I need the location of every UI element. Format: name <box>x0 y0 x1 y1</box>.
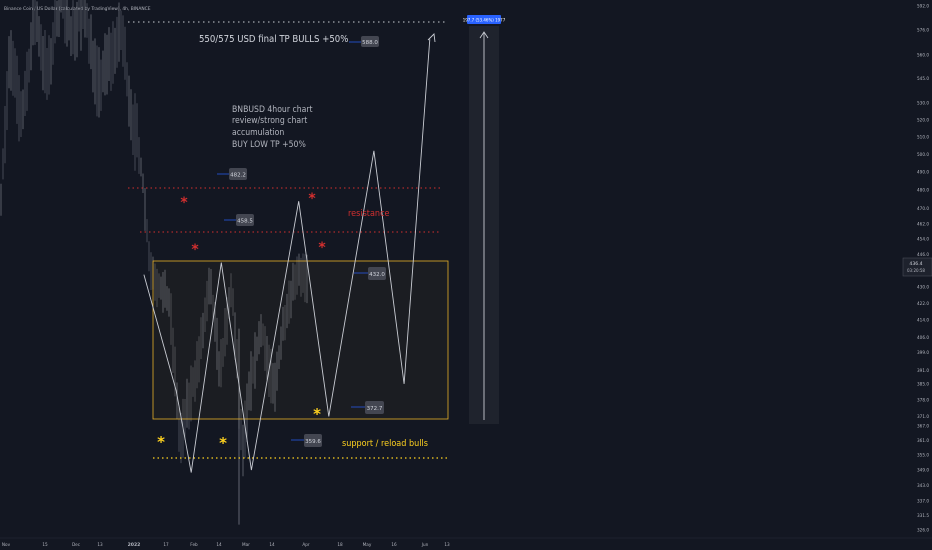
time-tick-label: May <box>363 542 372 547</box>
price-tick-label: 406.0 <box>917 335 929 340</box>
label-359-text: 359.6 <box>305 439 321 445</box>
red-asterisk-icon[interactable]: * <box>308 191 316 207</box>
label-458[interactable]: 458.5 <box>224 214 254 226</box>
accumulation-range-box[interactable] <box>152 260 449 420</box>
label-359[interactable]: 359.6 <box>291 434 322 447</box>
time-tick-label: 17 <box>163 542 169 547</box>
price-tick-label: 462.0 <box>917 221 929 226</box>
price-tick-label: 490.0 <box>917 170 929 175</box>
title-line-3: accumulation <box>232 128 284 138</box>
time-tick-label: Jun <box>421 542 429 547</box>
time-tick-label: 14 <box>216 542 222 547</box>
price-tick-label: 422.0 <box>917 301 929 306</box>
label-432[interactable]: 432.0 <box>354 267 386 280</box>
time-tick-label: 13 <box>444 542 450 547</box>
price-tick-label: 414.0 <box>917 318 929 323</box>
red-asterisk-icon[interactable]: * <box>191 242 199 258</box>
current-price-tag[interactable]: 436.4 03:20:58 <box>902 257 932 277</box>
time-tick-label: Feb <box>190 542 198 547</box>
yellow-asterisk-icon[interactable]: * <box>157 433 165 451</box>
price-tick-label: 326.0 <box>917 528 929 533</box>
yellow-asterisk-icon[interactable]: * <box>219 434 227 452</box>
time-tick-label: 15 <box>42 542 48 547</box>
label-588[interactable]: 588.0 <box>349 36 379 47</box>
time-tick-label: Mar <box>242 542 250 547</box>
price-tick-label: 545.0 <box>917 76 929 81</box>
title-line-1: BNBUSD 4hour chart <box>232 105 313 115</box>
price-tick-label: 510.0 <box>917 134 929 139</box>
price-tick-label: 520.0 <box>917 117 929 122</box>
price-tick-label: 331.5 <box>917 513 929 518</box>
red-asterisk-icon[interactable]: * <box>180 195 188 211</box>
time-tick-label: 18 <box>337 542 343 547</box>
price-tick-label: 446.0 <box>917 252 929 257</box>
price-tick-label: 470.0 <box>917 206 929 211</box>
time-tick-label: 2022 <box>128 542 141 548</box>
time-axis[interactable]: Nov 15 Dec 13 2022 17 Feb 14 Mar 14 Apr 18 May 16 Jun 1… <box>2 542 450 548</box>
price-tick-label: 385.0 <box>917 381 929 386</box>
price-tick-label: 343.0 <box>917 483 929 488</box>
price-tick-label: 349.0 <box>917 468 929 473</box>
arrow-up-icon <box>479 31 489 39</box>
price-tick-label: 592.0 <box>917 4 929 9</box>
price-tick-label: 500.0 <box>917 152 929 157</box>
title-line-4: BUY LOW TP +50% <box>232 140 306 150</box>
label-482[interactable]: 482.2 <box>217 168 247 180</box>
time-tick-label: Dec <box>72 542 81 547</box>
price-tick-label: 480.0 <box>917 188 929 193</box>
label-482-text: 482.2 <box>230 173 246 179</box>
price-tick-label: 399.0 <box>917 350 929 355</box>
price-candles <box>0 0 308 525</box>
time-tick-label: 13 <box>97 542 103 547</box>
support-annotation[interactable]: support / reload bulls <box>342 439 428 449</box>
price-tick-label: 355.0 <box>917 453 929 458</box>
label-432-text: 432.0 <box>369 272 385 278</box>
time-tick-label: Apr <box>302 542 310 547</box>
current-price-countdown: 03:20:58 <box>907 268 925 273</box>
yellow-asterisk-icon[interactable]: * <box>313 405 321 423</box>
label-588-text: 588.0 <box>362 40 378 46</box>
label-372-text: 372.7 <box>367 406 383 412</box>
current-price-value: 436.4 <box>909 261 922 267</box>
title-line-2: review/strong chart <box>232 116 307 126</box>
price-tick-label: 367.0 <box>917 423 929 428</box>
time-tick-label: 16 <box>391 542 397 547</box>
label-458-text: 458.5 <box>237 219 253 225</box>
long-label: 197.7 (53.46%) 1977 <box>463 18 506 23</box>
title-annotation[interactable]: BNBUSD 4hour chart review/strong chart a… <box>232 105 313 150</box>
price-tick-label: 371.0 <box>917 414 929 419</box>
price-tick-label: 337.0 <box>917 498 929 503</box>
price-tick-label: 576.0 <box>917 28 929 33</box>
price-tick-label: 560.0 <box>917 52 929 57</box>
red-asterisk-icon[interactable]: * <box>318 240 326 256</box>
time-tick-label: 14 <box>269 542 275 547</box>
projection-arrowhead <box>427 33 436 43</box>
price-tick-label: 378.0 <box>917 398 929 403</box>
label-372[interactable]: 372.7 <box>351 401 384 414</box>
price-tick-label: 391.0 <box>917 368 929 373</box>
price-axis[interactable]: 592.0 576.0 560.0 545.0 530.0 520.0 510.0 500.0… <box>917 4 929 533</box>
long-label-box[interactable] <box>467 15 501 24</box>
price-tick-label: 454.0 <box>917 237 929 242</box>
projection-path[interactable] <box>143 39 431 473</box>
price-tick-label: 361.0 <box>917 438 929 443</box>
price-tick-label: 530.0 <box>917 101 929 106</box>
tp-annotation[interactable]: 550/575 USD final TP BULLS +50% <box>199 34 348 45</box>
price-tick-label: 430.0 <box>917 284 929 289</box>
time-tick-label: Nov <box>2 542 11 547</box>
resistance-annotation[interactable]: resistance <box>348 209 390 219</box>
